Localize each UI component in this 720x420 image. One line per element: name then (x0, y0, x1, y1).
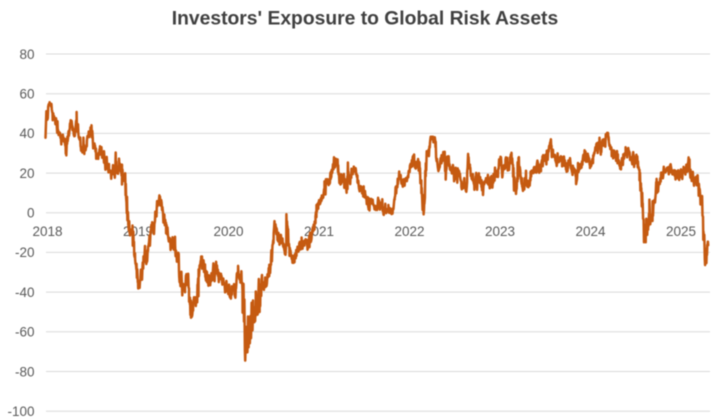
svg-text:2024: 2024 (575, 224, 606, 239)
svg-text:2025: 2025 (666, 224, 696, 239)
svg-text:20: 20 (19, 166, 34, 181)
svg-text:-40: -40 (15, 285, 35, 300)
svg-text:2023: 2023 (485, 224, 515, 239)
svg-text:-60: -60 (15, 325, 35, 340)
svg-text:40: 40 (19, 126, 34, 141)
svg-text:-20: -20 (15, 245, 35, 260)
svg-text:Investors' Exposure to Global: Investors' Exposure to Global Risk Asset… (172, 9, 558, 30)
svg-text:2020: 2020 (213, 224, 243, 239)
svg-text:-80: -80 (15, 364, 35, 379)
svg-text:2022: 2022 (394, 224, 424, 239)
svg-text:0: 0 (27, 206, 35, 221)
svg-text:2018: 2018 (32, 224, 62, 239)
svg-text:60: 60 (19, 87, 34, 102)
svg-text:80: 80 (19, 47, 34, 62)
svg-text:-100: -100 (7, 404, 34, 419)
